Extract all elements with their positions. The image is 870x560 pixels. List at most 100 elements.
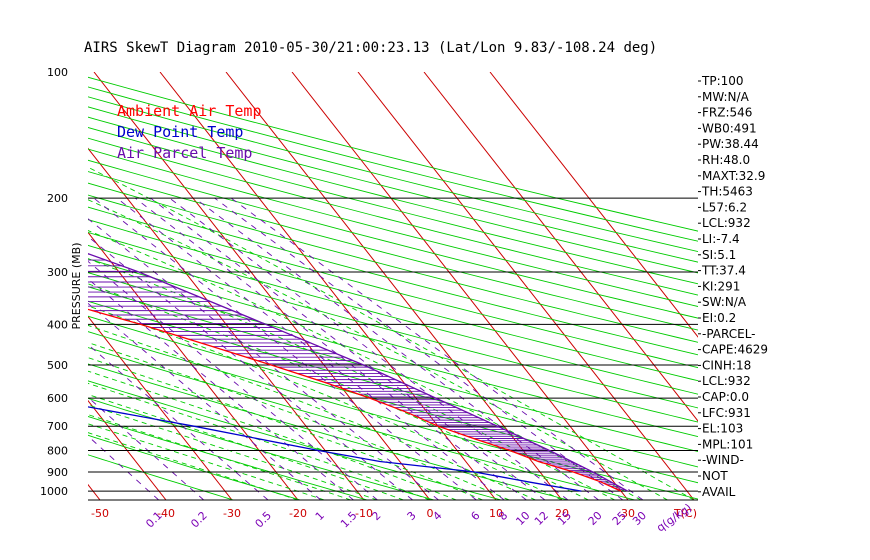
stat-entry: TT:37.4 <box>701 264 746 278</box>
stat-entry: -WIND- <box>702 453 744 467</box>
stat-entry: SW:N/A <box>702 295 747 309</box>
isotherm-line <box>88 231 299 500</box>
temperature-unit-label: T(C) <box>673 507 697 520</box>
stat-entry: MPL:101 <box>702 437 753 451</box>
dry-adiabat-line <box>88 315 698 484</box>
profile-curves <box>88 252 628 492</box>
mixing-ratio-label: 8 <box>496 509 510 523</box>
dry-adiabat-line <box>88 397 435 500</box>
mixing-ratio-label: 4 <box>430 509 444 523</box>
mixing-ratio-line <box>116 197 505 500</box>
stat-entry: AVAIL <box>702 485 736 499</box>
dry-adiabat-line <box>88 148 698 307</box>
stat-entry: CAP:0.0 <box>702 390 749 404</box>
moist-adiabat-line <box>88 258 616 500</box>
bottom-temperature-tick-label: -30 <box>223 507 241 520</box>
y-axis-label: PRESSURE (MB) <box>70 243 83 330</box>
stat-entry: KI:291 <box>702 279 740 293</box>
moist-adiabat-line <box>88 394 404 500</box>
dry-adiabat-line <box>88 182 698 343</box>
pressure-tick-label: 200 <box>47 192 68 205</box>
stat-entry: NOT <box>702 469 728 483</box>
stat-entry: LCL:932 <box>702 374 751 388</box>
dry-adiabat-line <box>88 171 698 331</box>
pressure-tick-label: 300 <box>47 266 68 279</box>
series-line-dew-point-temp <box>88 406 582 492</box>
isotherm-line <box>423 72 698 422</box>
dry-adiabat-line <box>88 300 698 468</box>
isotherm-line <box>93 72 431 500</box>
bottom-temperature-tick-label: 30 <box>621 507 635 520</box>
dry-adiabat-line <box>88 454 234 500</box>
mixing-ratio-line <box>93 197 477 500</box>
bottom-temperature-tick-label: -10 <box>355 507 373 520</box>
isotherm-line <box>225 72 563 500</box>
mixing-ratio-label: 0.5 <box>253 509 275 531</box>
moist-adiabat-line <box>88 166 695 500</box>
stat-entry: FRZ:546 <box>702 106 752 120</box>
dry-adiabat-line <box>88 347 636 500</box>
pressure-tick-label: 500 <box>47 359 68 372</box>
dry-adiabat-line <box>88 380 502 500</box>
mixing-ratio-line <box>88 235 413 500</box>
moist-adiabat-line <box>88 342 510 500</box>
mixing-ratio-label: 2 <box>369 509 383 523</box>
dry-adiabat-line <box>88 416 368 500</box>
mixing-ratio-line <box>194 197 599 500</box>
dry-adiabat-line <box>88 206 698 369</box>
bottom-temperature-tick-label: 0 <box>427 507 434 520</box>
moist-adiabat-line <box>88 404 378 500</box>
mixing-ratio-label: 3 <box>405 509 419 523</box>
isotherm-line <box>0 72 34 500</box>
moist-adiabat-line <box>88 283 589 500</box>
stat-entry: LFC:931 <box>702 406 751 420</box>
chart-title: AIRS SkewT Diagram 2010-05-30/21:00:23.1… <box>84 40 657 56</box>
moist-adiabat-line <box>88 382 431 500</box>
legend-entry: Ambient Air Temp <box>117 102 262 120</box>
isotherm-line <box>88 399 167 500</box>
stat-entry: CAPE:4629 <box>702 343 768 357</box>
stat-entry: EL:103 <box>702 422 743 436</box>
dry-adiabat-line <box>88 127 698 285</box>
dry-adiabat-line <box>88 286 698 453</box>
mixing-ratio-label: 12 <box>532 509 551 528</box>
series-line-air-parcel-temp <box>88 252 628 492</box>
isotherm-line <box>291 72 629 500</box>
pressure-tick-label: 600 <box>47 392 68 405</box>
bottom-temperature-tick-label: -50 <box>91 507 109 520</box>
pressure-tick-label: 1000 <box>40 485 68 498</box>
legend-entry: Dew Point Temp <box>117 123 243 141</box>
mixing-ratio-label: 0.2 <box>188 509 210 531</box>
stat-entry: LCL:932 <box>702 216 751 230</box>
mixing-ratio-label: 6 <box>468 509 482 523</box>
bottom-temperature-tick-label: -40 <box>157 507 175 520</box>
isotherm-line <box>357 72 695 500</box>
series-line-ambient-air-temp <box>88 308 622 492</box>
mixing-ratio-line <box>88 218 439 500</box>
dry-adiabat-line <box>88 159 698 319</box>
stat-entry: LI:-7.4 <box>702 232 740 246</box>
dry-adiabat-line <box>88 194 698 356</box>
isotherm-line <box>88 315 233 500</box>
mixing-ratio-line <box>150 197 546 500</box>
mixing-ratio-label: 1 <box>313 509 327 523</box>
cape-hatching <box>88 253 625 491</box>
stat-entry: MAXT:32.9 <box>702 169 765 183</box>
mixing-ratio-label: 20 <box>586 509 605 528</box>
mixing-ratio-line <box>88 435 159 500</box>
bottom-temperature-tick-label: 10 <box>489 507 503 520</box>
dry-adiabat-line <box>88 231 698 395</box>
mixing-ratio-line <box>214 197 624 500</box>
stat-entry: WB0:491 <box>702 121 757 135</box>
dry-adiabat-line <box>88 96 698 253</box>
stat-entry: PW:38.44 <box>702 137 759 151</box>
dry-adiabat-line <box>88 137 698 296</box>
isobars <box>88 197 698 501</box>
pressure-tick-label: 700 <box>47 420 68 433</box>
plot-area <box>88 72 698 500</box>
dry-adiabat-line <box>88 116 698 274</box>
pressure-tick-label: 400 <box>47 318 68 331</box>
legend: Ambient Air Temp Dew Point Temp Air Parcel… <box>117 102 262 162</box>
